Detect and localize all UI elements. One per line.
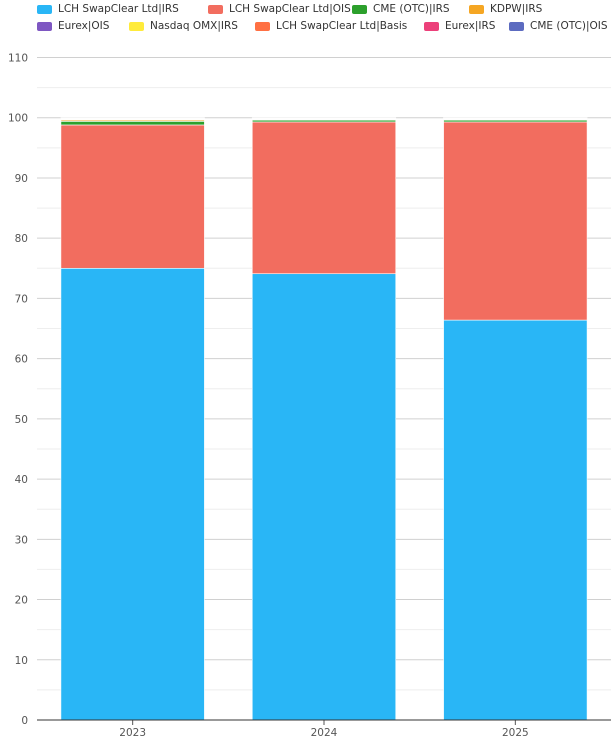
legend-swatch xyxy=(208,4,223,14)
bar-segment[interactable] xyxy=(251,121,397,275)
y-tick-label: 10 xyxy=(15,655,28,667)
legend-label: LCH SwapClear Ltd|OIS xyxy=(229,3,351,15)
legend-label: Eurex|IRS xyxy=(445,20,496,32)
legend-label: Nasdaq OMX|IRS xyxy=(150,20,238,32)
legend-swatch xyxy=(129,21,144,31)
legend-label: CME (OTC)|OIS xyxy=(530,20,608,32)
legend-item[interactable]: CME (OTC)|IRS xyxy=(352,2,450,16)
y-tick-label: 20 xyxy=(15,595,28,607)
legend-label: LCH SwapClear Ltd|Basis xyxy=(276,20,408,32)
legend-item[interactable]: LCH SwapClear Ltd|Basis xyxy=(255,19,407,33)
x-tick-label: 2023 xyxy=(119,727,146,739)
legend-label: CME (OTC)|IRS xyxy=(373,3,450,15)
legend-swatch xyxy=(424,21,439,31)
y-tick-label: 0 xyxy=(21,715,28,727)
y-tick-label: 70 xyxy=(15,293,28,305)
x-tick-label: 2025 xyxy=(502,727,529,739)
legend-item[interactable]: Eurex|IRS xyxy=(424,19,495,33)
bar-segment[interactable] xyxy=(443,319,588,721)
legend-item[interactable]: Eurex|OIS xyxy=(37,19,109,33)
y-tick-label: 100 xyxy=(8,113,28,125)
bar-segment[interactable] xyxy=(251,273,397,721)
y-tick-label: 110 xyxy=(8,53,28,65)
legend-swatch xyxy=(37,4,52,14)
legend-swatch xyxy=(352,4,367,14)
legend-label: KDPW|IRS xyxy=(490,3,543,15)
y-tick-label: 90 xyxy=(15,173,28,185)
y-tick-label: 50 xyxy=(15,414,28,426)
x-tick-label: 2024 xyxy=(311,727,338,739)
legend-item[interactable]: CME (OTC)|OIS xyxy=(509,19,608,33)
legend-swatch xyxy=(509,21,524,31)
legend-item[interactable]: KDPW|IRS xyxy=(469,2,542,16)
chart-legend: LCH SwapClear Ltd|IRS LCH SwapClear Ltd|O… xyxy=(0,0,615,42)
bar-segment[interactable] xyxy=(443,121,588,321)
bar-segment[interactable] xyxy=(60,267,205,721)
bar-segment[interactable] xyxy=(60,121,205,126)
legend-item[interactable]: Nasdaq OMX|IRS xyxy=(129,19,238,33)
legend-label: Eurex|OIS xyxy=(58,20,110,32)
legend-swatch xyxy=(37,21,52,31)
legend-swatch xyxy=(469,4,484,14)
legend-item[interactable]: LCH SwapClear Ltd|OIS xyxy=(208,2,351,16)
legend-label: LCH SwapClear Ltd|IRS xyxy=(58,3,179,15)
y-tick-label: 60 xyxy=(15,354,28,366)
y-tick-label: 80 xyxy=(15,233,28,245)
bar-segment[interactable] xyxy=(60,124,205,269)
y-tick-label: 30 xyxy=(15,534,28,546)
legend-swatch xyxy=(255,21,270,31)
y-tick-label: 40 xyxy=(15,474,28,486)
legend-item[interactable]: LCH SwapClear Ltd|IRS xyxy=(37,2,179,16)
